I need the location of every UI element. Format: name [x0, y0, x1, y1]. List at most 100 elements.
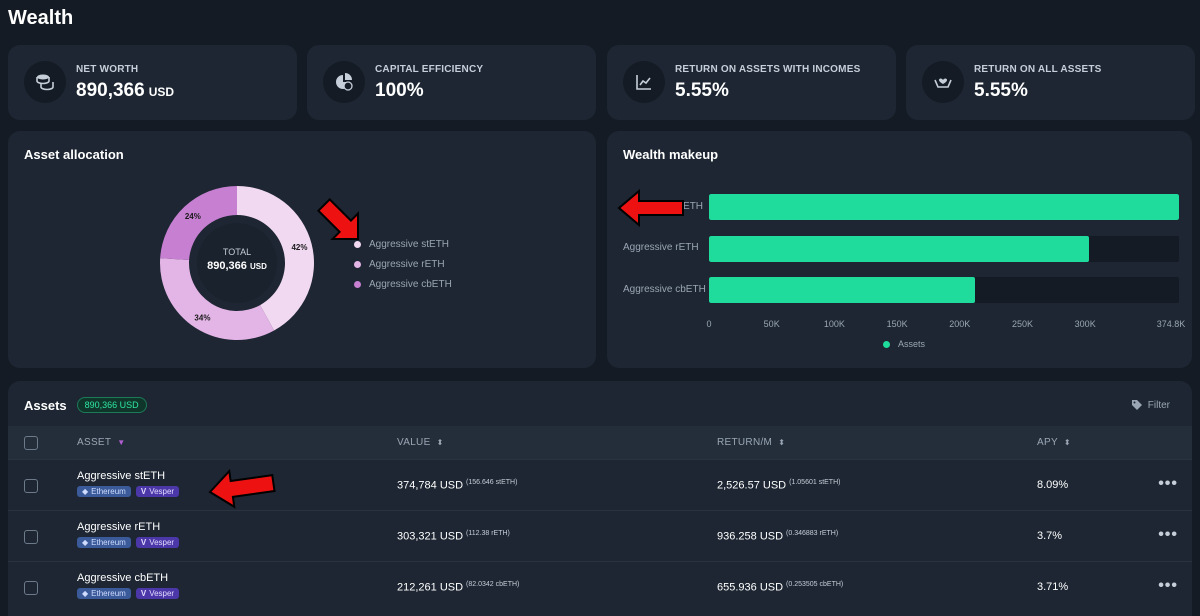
makeup-legend[interactable]: Assets: [883, 339, 925, 349]
value-cell: 374,784 USD (156.646 stETH): [397, 479, 518, 492]
stat-label: CAPITAL EFFICIENCY: [375, 64, 484, 75]
table-row[interactable]: Aggressive rETH ◆ Ethereum V Vesper 303,32…: [8, 510, 1192, 561]
total-badge: 890,366 USD: [76, 397, 147, 413]
donut-slice-label: 42%: [291, 243, 307, 252]
donut-slice-1[interactable]: [160, 258, 275, 340]
filter-button[interactable]: Filter: [1131, 399, 1170, 411]
ethereum-tag: ◆ Ethereum: [77, 486, 131, 497]
donut-chart: 42% 34% 24%: [160, 186, 315, 340]
stat-value: 5.55%: [974, 80, 1028, 101]
apy-cell: 8.09%: [1037, 479, 1069, 491]
legend-dot: [354, 281, 361, 288]
return-cell: 936.258 USD (0.346883 rETH): [717, 530, 839, 543]
donut-slice-2[interactable]: [160, 186, 237, 260]
stat-value: 5.55%: [675, 80, 729, 101]
return-cell: 655.936 USD (0.253505 cbETH): [717, 581, 844, 594]
column-header-asset[interactable]: ASSET ▼: [77, 437, 126, 448]
x-axis-tick: 374.8K: [1156, 319, 1186, 329]
table-row[interactable]: Aggressive stETH ◆ Ethereum V Vesper 374,7…: [8, 459, 1192, 510]
row-checkbox[interactable]: [24, 581, 38, 595]
asset-name: Aggressive stETH: [77, 470, 166, 482]
stat-value: 100%: [375, 80, 424, 101]
bar-fill-steth: [709, 194, 1179, 220]
vesper-icon: V: [140, 538, 147, 547]
vesper-icon: V: [140, 487, 147, 496]
bar-label: Aggressive rETH: [623, 242, 699, 253]
tag-icon: [1131, 400, 1142, 410]
asset-tags: ◆ Ethereum V Vesper: [77, 486, 180, 497]
pie-dollar-icon: [323, 61, 365, 103]
ethereum-icon: ◆: [82, 538, 89, 547]
donut-center-label: TOTAL: [222, 247, 252, 257]
stat-label: RETURN ON ALL ASSETS: [974, 64, 1102, 75]
value-cell: 212,261 USD (82.0342 cbETH): [397, 581, 520, 594]
stat-card-return-incomes: RETURN ON ASSETS WITH INCOMES 5.55%: [607, 45, 896, 120]
sort-icon: ⬍: [1063, 438, 1071, 447]
bar-track: [709, 277, 1179, 303]
legend-label: Assets: [898, 339, 926, 349]
legend-label: Aggressive stETH: [369, 239, 450, 250]
table-header: ASSET ▼ VALUE ⬍ RETURN/M ⬍ APY ⬍: [8, 426, 1192, 459]
more-options-icon[interactable]: •••: [1158, 577, 1178, 594]
ethereum-tag: ◆ Ethereum: [77, 537, 131, 548]
legend-label: Aggressive cbETH: [369, 279, 452, 290]
ethereum-tag: ◆ Ethereum: [77, 588, 131, 599]
hands-heart-icon: [922, 61, 964, 103]
x-axis-tick: 100K: [823, 319, 845, 329]
panel-title: Asset allocation: [24, 147, 124, 162]
bar-label: Aggressive cbETH: [623, 284, 706, 295]
x-axis-tick: 0: [706, 319, 712, 329]
line-chart-icon: [623, 61, 665, 103]
value-cell: 303,321 USD (112.38 rETH): [397, 530, 510, 543]
filter-label: Filter: [1147, 399, 1170, 411]
row-checkbox[interactable]: [24, 530, 38, 544]
select-all-checkbox[interactable]: [24, 436, 38, 450]
legend-item-reth[interactable]: Aggressive rETH: [354, 259, 445, 270]
legend-item-cbeth[interactable]: Aggressive cbETH: [354, 279, 452, 290]
column-header-value[interactable]: VALUE ⬍: [397, 437, 444, 448]
stat-label: NET WORTH: [76, 64, 139, 75]
page-title: Wealth: [8, 7, 74, 29]
donut-slice-label: 24%: [185, 212, 201, 221]
asset-name: Aggressive cbETH: [77, 572, 169, 584]
x-axis-tick: 50K: [763, 319, 780, 329]
column-header-apy[interactable]: APY ⬍: [1037, 437, 1071, 448]
donut-slice-label: 34%: [194, 313, 210, 322]
legend-label: Aggressive rETH: [369, 259, 445, 270]
donut-slice-0[interactable]: [237, 186, 315, 331]
vesper-tag: V Vesper: [135, 486, 180, 497]
x-axis-tick: 300K: [1074, 319, 1096, 329]
apy-cell: 3.7%: [1037, 530, 1063, 542]
more-options-icon[interactable]: •••: [1158, 475, 1178, 492]
more-options-icon[interactable]: •••: [1158, 526, 1178, 543]
bar-fill-cbeth: [709, 277, 976, 303]
legend-dot: [883, 340, 890, 348]
wealth-makeup-panel: Wealth makeup Aggressive stETH Aggressiv…: [607, 131, 1192, 368]
stat-card-capital-efficiency: CAPITAL EFFICIENCY 100%: [307, 45, 596, 120]
assets-title: Assets: [24, 397, 67, 413]
stat-card-return-all: RETURN ON ALL ASSETS 5.55%: [906, 45, 1195, 120]
row-checkbox[interactable]: [24, 479, 38, 493]
donut-center-value: 890,366 USD: [207, 260, 267, 272]
vesper-tag: V Vesper: [135, 588, 180, 599]
legend-item-steth[interactable]: Aggressive stETH: [354, 239, 449, 250]
apy-cell: 3.71%: [1037, 581, 1069, 593]
donut-hole: [197, 223, 277, 303]
asset-name: Aggressive rETH: [77, 521, 161, 533]
sort-desc-icon: ▼: [117, 438, 126, 447]
bar-track: [709, 194, 1179, 220]
x-axis-tick: 250K: [1011, 319, 1034, 329]
column-header-return[interactable]: RETURN/M ⬍: [717, 437, 786, 448]
asset-tags: ◆ Ethereum V Vesper: [77, 537, 180, 548]
stat-label: RETURN ON ASSETS WITH INCOMES: [675, 64, 861, 75]
ethereum-icon: ◆: [82, 487, 89, 496]
table-row[interactable]: Aggressive cbETH ◆ Ethereum V Vesper 212,2…: [8, 561, 1192, 612]
coins-icon: [24, 61, 66, 103]
panel-title: Wealth makeup: [623, 147, 719, 162]
x-axis-tick: 200K: [949, 319, 971, 329]
sort-icon: ⬍: [778, 438, 786, 447]
bar-fill-reth: [709, 236, 1090, 262]
ethereum-icon: ◆: [82, 589, 89, 598]
asset-tags: ◆ Ethereum V Vesper: [77, 588, 180, 599]
assets-table: Assets 890,366 USD Filter ASSET ▼ VALUE ⬍ …: [8, 381, 1192, 616]
